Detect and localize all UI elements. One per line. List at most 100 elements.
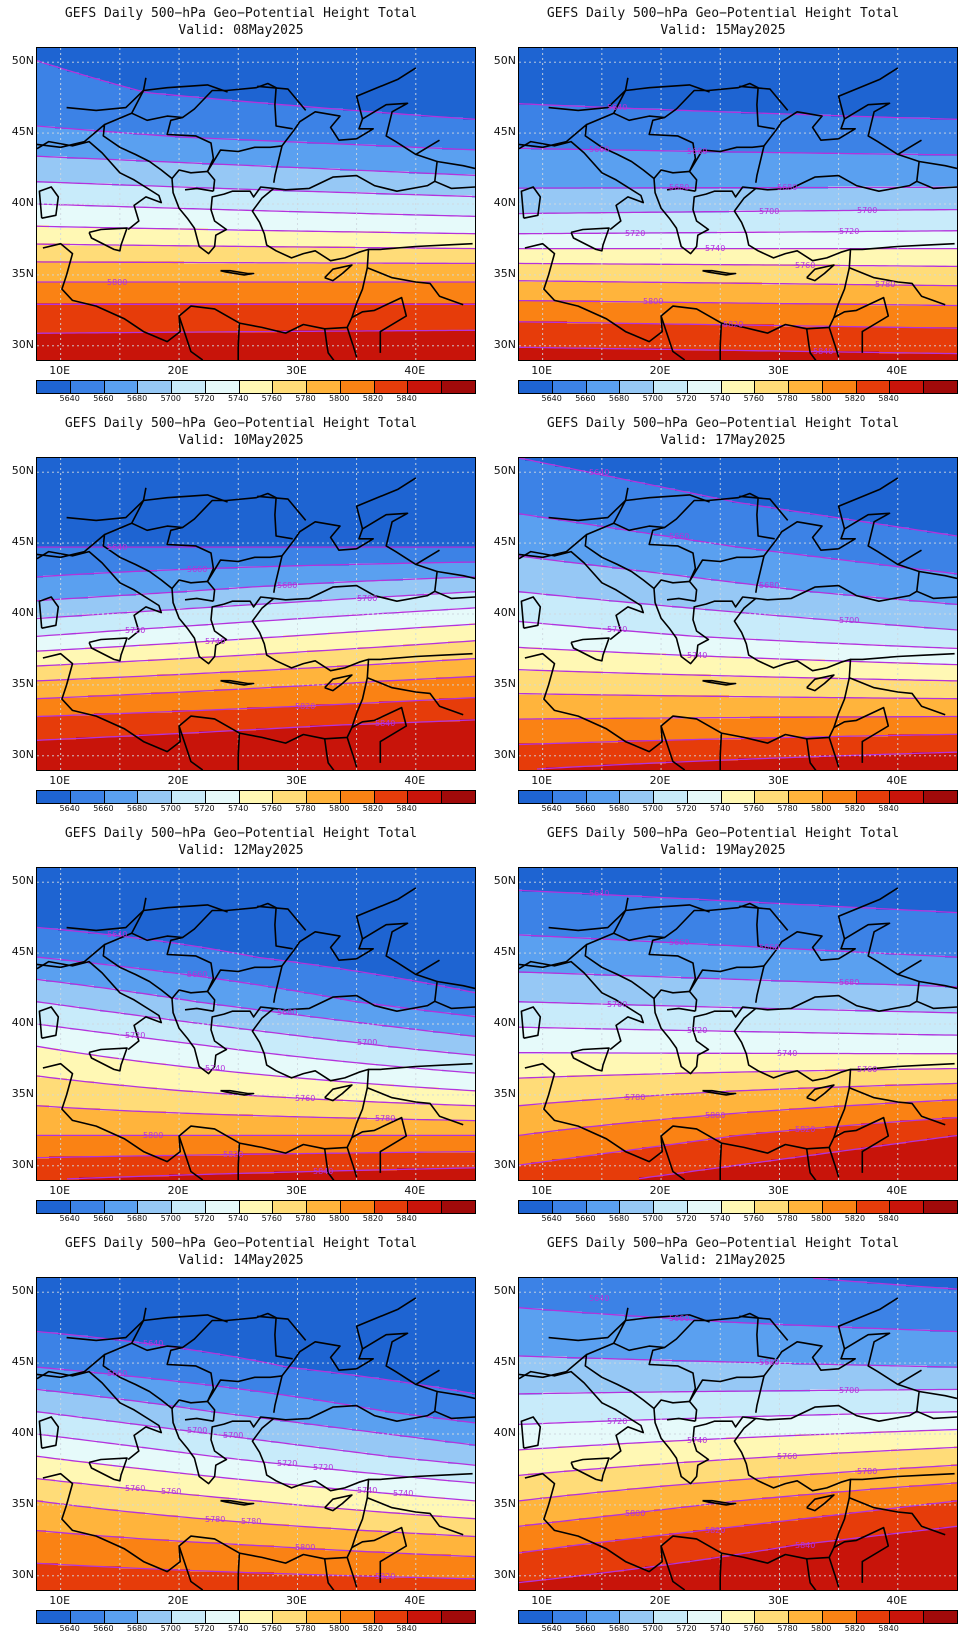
colorbar-level-label: 5700 bbox=[160, 804, 181, 813]
colorbar-swatch bbox=[307, 1201, 341, 1213]
colorbar-swatch bbox=[340, 381, 375, 393]
geopotential-height-map: 5800 bbox=[36, 47, 476, 361]
colorbar-swatch bbox=[654, 1611, 688, 1623]
contour-label: 5700 bbox=[839, 616, 859, 625]
colorbar-swatch bbox=[654, 381, 688, 393]
colorbar-swatch bbox=[374, 1201, 409, 1213]
contour-label: 5720 bbox=[607, 625, 627, 634]
contour-label: 5780 bbox=[625, 1093, 645, 1102]
contour-lines bbox=[37, 546, 475, 741]
colorbar-level-label: 5780 bbox=[295, 1624, 316, 1633]
colorbar-swatch bbox=[37, 1611, 71, 1623]
contour-label: 5800 bbox=[705, 1111, 725, 1120]
panel-title: GEFS Daily 500−hPa Geo−Potential Height … bbox=[64, 416, 418, 431]
colorbar-swatch bbox=[586, 1201, 621, 1213]
colorbar-level-label: 5760 bbox=[261, 1214, 283, 1223]
lat-lon-gridlines bbox=[37, 458, 475, 770]
colorbar-swatch bbox=[138, 1201, 173, 1213]
longitude-tick-label: 40E bbox=[404, 774, 426, 787]
contour-label: 5680 bbox=[277, 581, 297, 590]
colorbar-level-label: 5740 bbox=[227, 394, 249, 403]
colorbar-level-label: 5720 bbox=[194, 804, 215, 813]
latitude-tick-label: 40N bbox=[11, 196, 34, 209]
colorbar-swatch bbox=[654, 791, 688, 803]
colorbar-level-label: 5640 bbox=[541, 1624, 562, 1633]
colorbar bbox=[518, 1200, 958, 1214]
colorbar-level-label: 5780 bbox=[777, 1624, 798, 1633]
contour-label: 5660 bbox=[669, 1314, 689, 1323]
colorbar-level-label: 5720 bbox=[676, 1214, 697, 1223]
contour-lines bbox=[519, 889, 957, 1180]
longitude-tick-label: 20E bbox=[167, 364, 189, 377]
latitude-tick-label: 50N bbox=[11, 54, 34, 68]
latitude-tick-label: 40N bbox=[11, 606, 34, 619]
colorbar-swatch bbox=[856, 381, 891, 393]
geopotential-height-map: 5640 5660 5660 5680 5700 5720 5740 5760 5780 5800… bbox=[518, 867, 958, 1181]
colorbar-level-label: 5740 bbox=[227, 1624, 249, 1633]
colorbar-swatch bbox=[239, 1611, 274, 1623]
colorbar-swatch bbox=[340, 1201, 375, 1213]
contour-label: 5720 bbox=[125, 626, 145, 635]
latitude-tick-label: 30N bbox=[11, 1567, 34, 1581]
latitude-tick-label: 50N bbox=[11, 464, 34, 478]
forecast-panel: GEFS Daily 500−hPa Geo−Potential Height … bbox=[482, 410, 964, 820]
colorbar-level-label: 5820 bbox=[844, 394, 866, 403]
latitude-tick-label: 45N bbox=[493, 1355, 516, 1369]
colorbar-level-label: 5740 bbox=[709, 1214, 731, 1223]
colorbar-level-label: 5840 bbox=[396, 394, 417, 403]
colorbar-swatch bbox=[890, 381, 925, 393]
contour-label: 5720 bbox=[125, 1031, 145, 1040]
latitude-tick-label: 35N bbox=[493, 1086, 516, 1100]
colorbar-swatch bbox=[408, 1611, 443, 1623]
colorbar-swatch bbox=[519, 381, 553, 393]
colorbar-swatch bbox=[374, 381, 409, 393]
contour-label: 5780 bbox=[375, 1114, 395, 1123]
panel-title: GEFS Daily 500−hPa Geo−Potential Height … bbox=[64, 1236, 418, 1251]
colorbar-level-label: 5800 bbox=[811, 394, 832, 403]
colorbar-level-label: 5740 bbox=[227, 804, 249, 813]
colorbar-swatch bbox=[822, 1201, 857, 1213]
colorbar-swatch bbox=[620, 381, 655, 393]
coastlines-and-borders bbox=[519, 67, 957, 360]
geopotential-height-map: 5660 5700 5720 5740 5760 5780 5800 5820 5640 5700… bbox=[36, 1277, 476, 1591]
latitude-tick-label: 45N bbox=[493, 945, 516, 959]
colorbar-level-label: 5640 bbox=[541, 804, 562, 813]
geopotential-height-map: 5660 5680 5700 5720 5640 5660 5680 5700 5720 5740… bbox=[518, 47, 958, 361]
colorbar-level-label: 5680 bbox=[126, 1624, 148, 1633]
coastlines-and-borders bbox=[37, 1297, 475, 1590]
coastlines-and-borders bbox=[519, 887, 957, 1180]
colorbar-level-label: 5700 bbox=[160, 1624, 181, 1633]
contour-label: 5700 bbox=[759, 207, 779, 216]
contour-label: 5800 bbox=[143, 1131, 163, 1140]
panel-valid-date: Valid: 10May2025 bbox=[178, 433, 304, 448]
colorbar-swatch bbox=[408, 381, 443, 393]
colorbar-level-label: 5780 bbox=[777, 804, 798, 813]
colorbar-swatch bbox=[687, 791, 722, 803]
colorbar-swatch bbox=[37, 791, 71, 803]
longitude-tick-label: 10E bbox=[49, 1594, 71, 1607]
contour-label: 5660 bbox=[759, 943, 779, 952]
colorbar-level-label: 5660 bbox=[575, 1624, 596, 1633]
contour-label: 5760 bbox=[777, 1452, 797, 1461]
contour-label: 5700 bbox=[857, 206, 877, 215]
colorbar-swatch bbox=[138, 791, 173, 803]
colorbar-swatch bbox=[789, 1201, 823, 1213]
forecast-panel: GEFS Daily 500−hPa Geo−Potential Height … bbox=[0, 0, 482, 410]
longitude-tick-label: 30E bbox=[767, 364, 789, 377]
latitude-tick-label: 35N bbox=[11, 1086, 34, 1100]
lat-lon-gridlines bbox=[37, 1278, 475, 1590]
contour-label: 5720 bbox=[687, 1026, 707, 1035]
longitude-tick-label: 40E bbox=[886, 1594, 908, 1607]
lat-lon-gridlines bbox=[37, 868, 475, 1180]
latitude-tick-label: 35N bbox=[493, 1496, 516, 1510]
contour-labels: 5640 5660 5680 5700 5720 5740 5760 5780 5800 5820… bbox=[107, 930, 395, 1176]
latitude-tick-label: 30N bbox=[11, 337, 34, 351]
colorbar-level-label: 5800 bbox=[811, 804, 832, 813]
colorbar-level-label: 5840 bbox=[396, 1624, 417, 1633]
colorbar-level-label: 5660 bbox=[93, 394, 114, 403]
colorbar-level-label: 5660 bbox=[93, 804, 114, 813]
colorbar-level-label: 5840 bbox=[396, 804, 417, 813]
contour-label: 5660 bbox=[589, 145, 609, 154]
colorbar-swatch bbox=[205, 1611, 240, 1623]
longitude-tick-label: 20E bbox=[167, 774, 189, 787]
